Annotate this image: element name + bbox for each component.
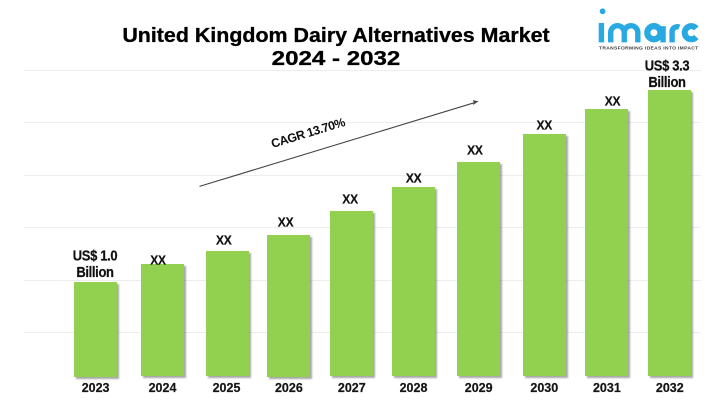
svg-text:TRANSFORMING IDEAS INTO IMPACT: TRANSFORMING IDEAS INTO IMPACT (599, 46, 699, 51)
